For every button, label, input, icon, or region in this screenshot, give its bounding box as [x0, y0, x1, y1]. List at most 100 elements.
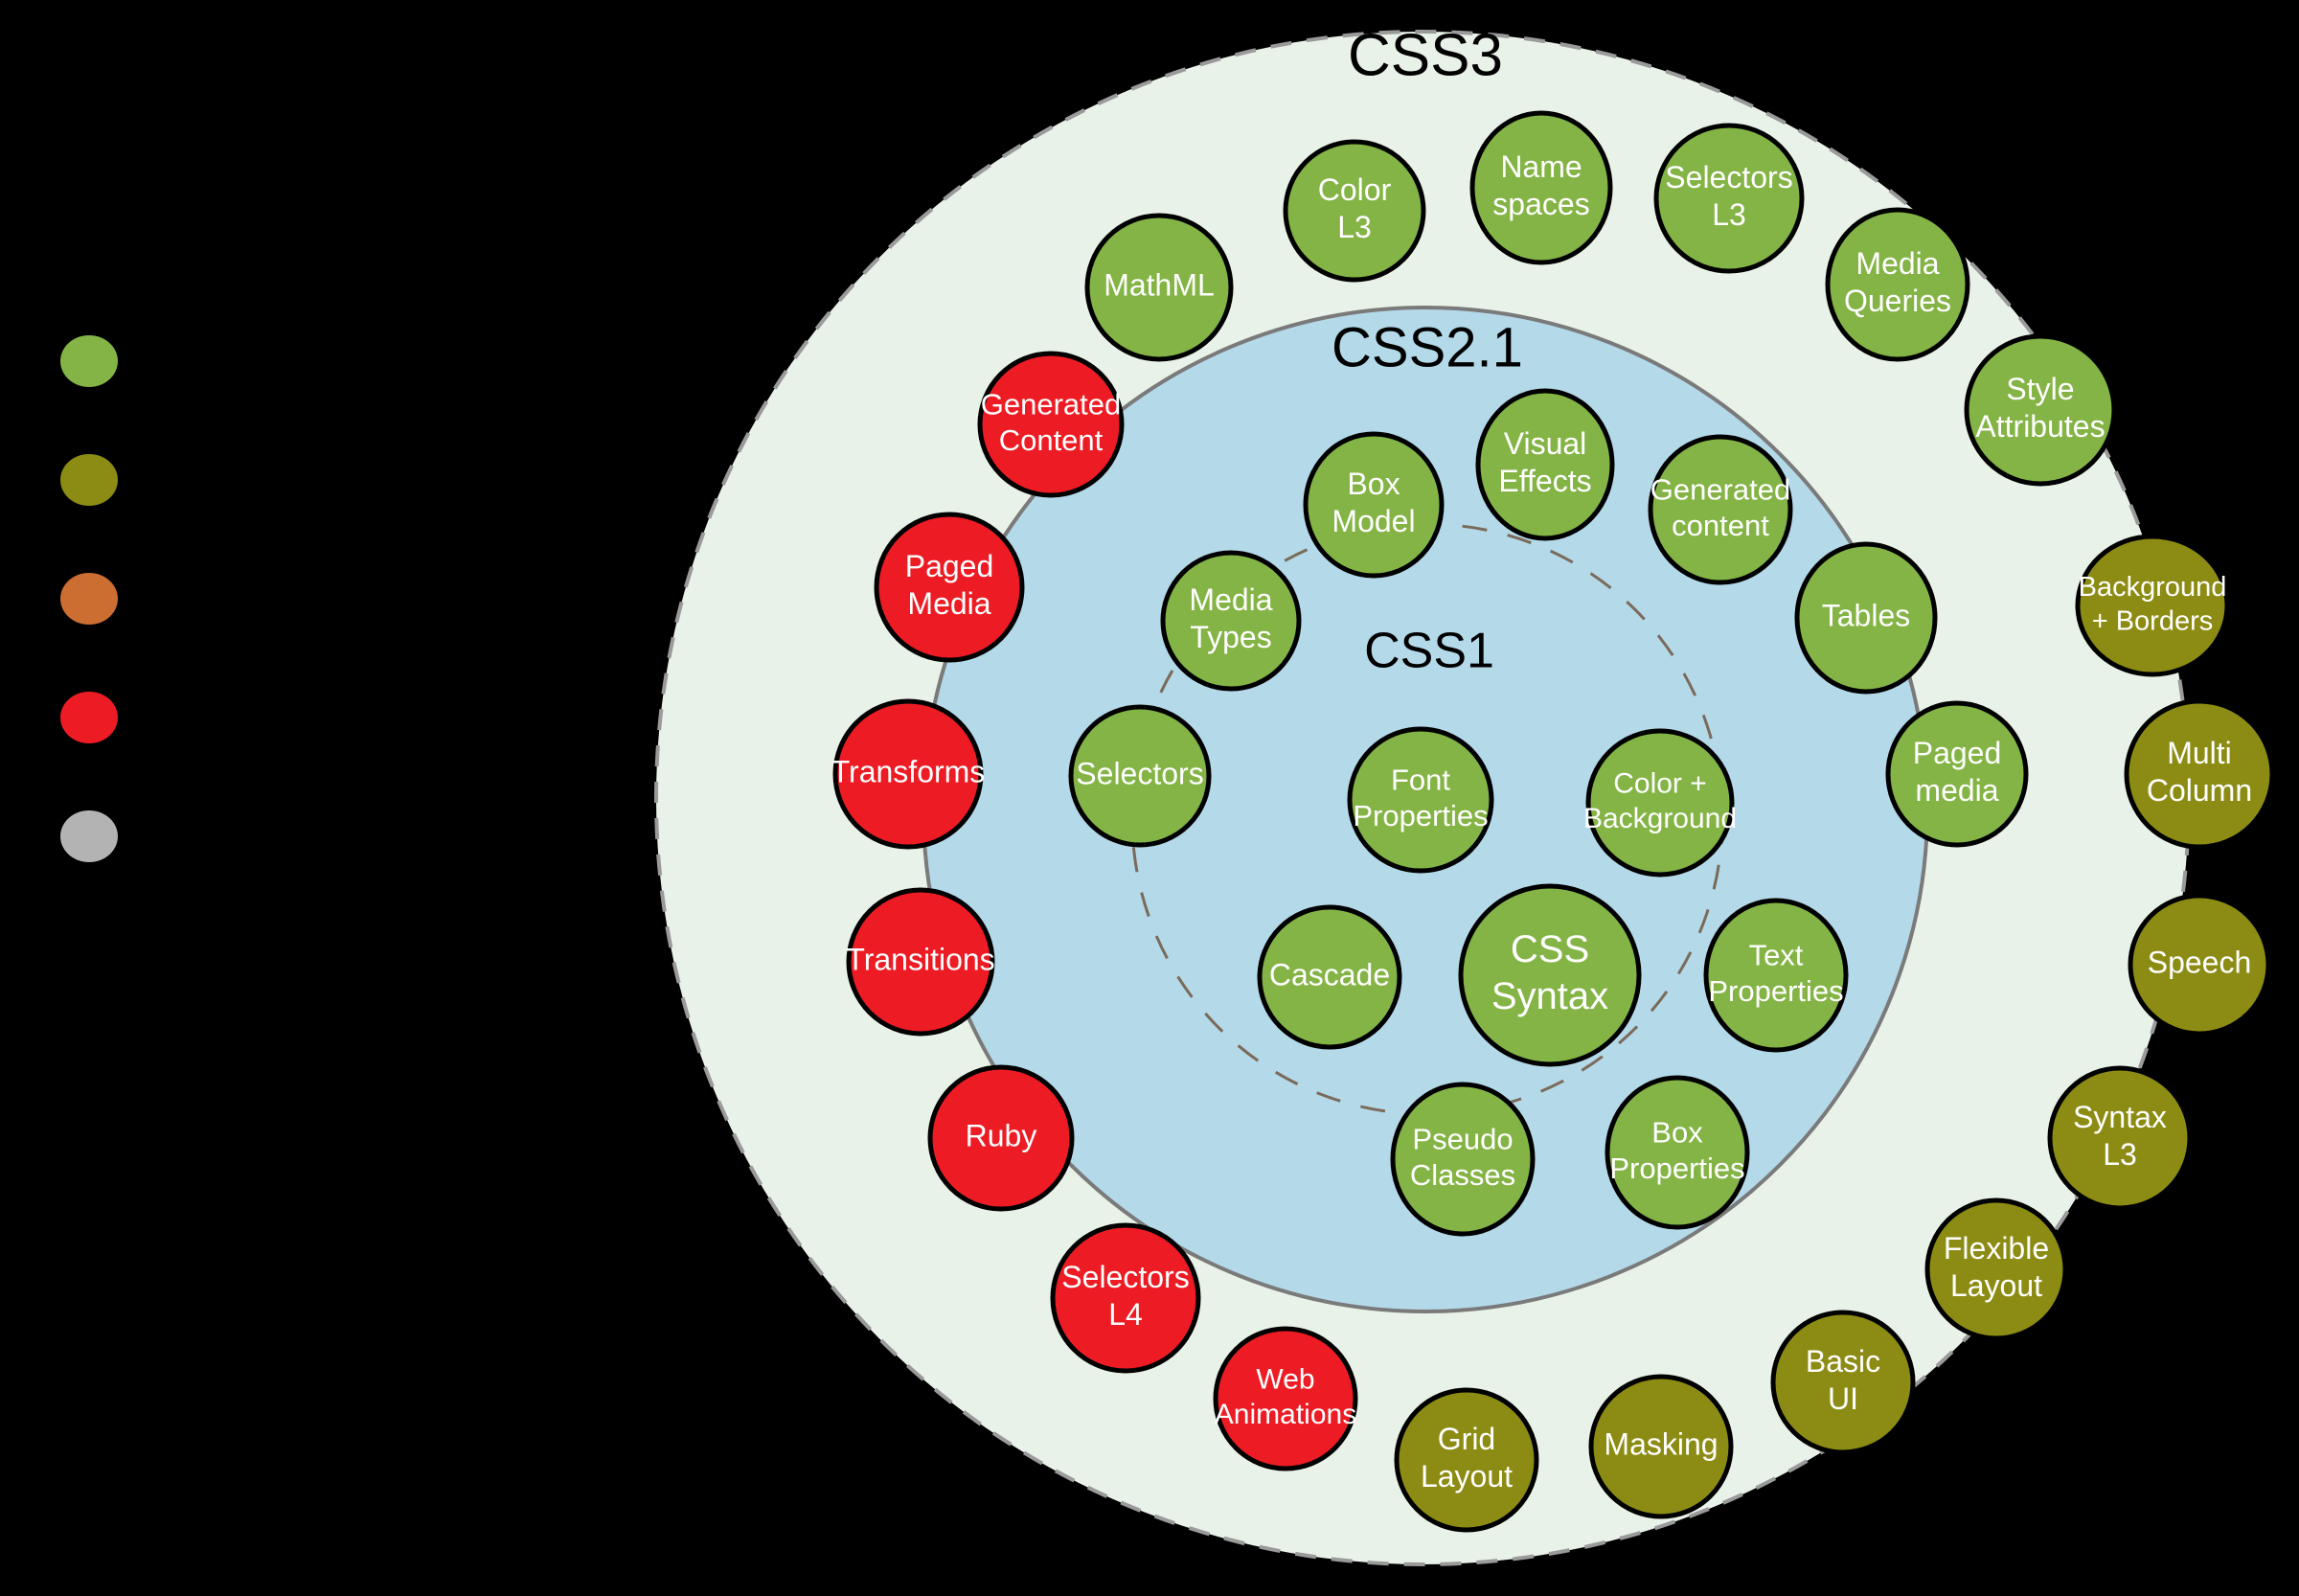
bubble-shape [2047, 1065, 2193, 1211]
legend-swatch-green-circle [60, 335, 118, 387]
bubble-shape [1303, 431, 1445, 579]
bubble-shape [1213, 1326, 1358, 1471]
ring-labels-layer: CSS3 CSS2.1 CSS1 [1332, 22, 1523, 678]
bubble-shape [1588, 1374, 1734, 1519]
bubble-label-line: Text [1749, 938, 1804, 971]
bubble-shape [927, 1064, 1075, 1212]
bubble-label-line: Layout [1950, 1268, 2042, 1303]
bubble-shape [2124, 698, 2275, 850]
bubble-label-line: Multi [2167, 736, 2232, 770]
ring-label-css21: CSS2.1 [1332, 316, 1523, 378]
bubble-label-line: Media [907, 586, 990, 621]
bubble-shape [1283, 139, 1426, 283]
bubble-speech[interactable]: Speech [2128, 893, 2271, 1037]
bubble-label-line: Paged [905, 549, 994, 583]
bubbles-layer: MathMLColorL3NamespacesSelectorsL3MediaQ… [831, 110, 2275, 1533]
bubble-label-line: Types [1190, 620, 1271, 654]
bubble-cascade[interactable]: Cascade [1257, 904, 1402, 1050]
bubble-shape [1703, 898, 1849, 1053]
bubble-transitions[interactable]: Transitions [846, 887, 995, 1037]
bubble-shape [1347, 726, 1494, 874]
bubble-label-line: Visual [1504, 426, 1587, 461]
bubble-css-syntax[interactable]: CSS Syntax [1458, 883, 1642, 1067]
bubble-label-line: Color [1318, 172, 1392, 207]
bubble-label-line: Style [2006, 372, 2074, 406]
legend-swatch-orange-circle [60, 573, 118, 625]
bubble-label-line: Web [1256, 1364, 1314, 1396]
bubble-label-line: Flexible [1944, 1231, 2049, 1265]
bubble-background-borders[interactable]: Background+ Borders [2075, 534, 2230, 677]
bubble-shape [1653, 123, 1805, 274]
bubble-shape [1794, 541, 1938, 695]
bubble-shape [1257, 904, 1402, 1050]
bubble-label-line: Cascade [1269, 957, 1390, 992]
bubble-shape [1050, 1222, 1201, 1374]
bubble-masking[interactable]: Masking [1588, 1374, 1734, 1519]
bubble-label-line: Attributes [1975, 409, 2105, 444]
bubble-ruby[interactable]: Ruby [927, 1064, 1075, 1212]
bubble-label-line: Content [999, 423, 1104, 457]
bubble-tables[interactable]: Tables [1794, 541, 1938, 695]
bubble-label-line: Syntax [2073, 1100, 2167, 1134]
bubble-label-line: Model [1332, 504, 1415, 538]
bubble-label-line: Properties [1609, 1151, 1744, 1185]
bubble-shape [1885, 700, 2029, 848]
bubble-shape [2075, 534, 2230, 677]
bubble-shape [1390, 1082, 1536, 1237]
bubble-mathml[interactable]: MathML [1084, 213, 1234, 362]
bubble-label-line: Color + [1613, 768, 1707, 800]
bubble-label-line: L3 [1712, 197, 1746, 232]
bubble-shape [1964, 333, 2117, 487]
bubble-label-line: content [1672, 509, 1769, 542]
bubble-label-line: L4 [1108, 1297, 1143, 1332]
bubble-label-line: Name [1500, 149, 1582, 184]
bubble-shape [1458, 883, 1642, 1067]
bubble-shape [1770, 1310, 1916, 1455]
bubble-label-line: Speech [2148, 945, 2252, 979]
bubble-label-line: Queries [1844, 284, 1951, 318]
bubble-label-line: Basic [1806, 1344, 1880, 1379]
bubble-label-line: UI [1828, 1381, 1858, 1416]
bubble-shape [1585, 728, 1735, 878]
legend-swatch-red-circle [60, 692, 118, 743]
bubble-label-line: Animations [1215, 1399, 1356, 1430]
bubble-label-line: + Borders [2092, 605, 2214, 636]
bubble-shape [1605, 1075, 1750, 1230]
bubble-shape [874, 512, 1025, 663]
legend-swatch-gray-circle [60, 810, 118, 862]
bubble-label-line: spaces [1492, 187, 1589, 221]
bubble-shape [1924, 1197, 2068, 1341]
bubble-selectors[interactable]: Selectors [1068, 704, 1212, 848]
bubble-shape [1825, 207, 1970, 362]
bubble-label-line: Syntax [1491, 975, 1608, 1017]
bubble-shape [2128, 893, 2271, 1037]
bubble-label-line: L3 [1337, 210, 1372, 244]
bubble-shape [832, 698, 984, 850]
bubble-transforms[interactable]: Transforms [831, 698, 986, 850]
bubble-color-background[interactable]: Color +Background [1583, 728, 1737, 878]
